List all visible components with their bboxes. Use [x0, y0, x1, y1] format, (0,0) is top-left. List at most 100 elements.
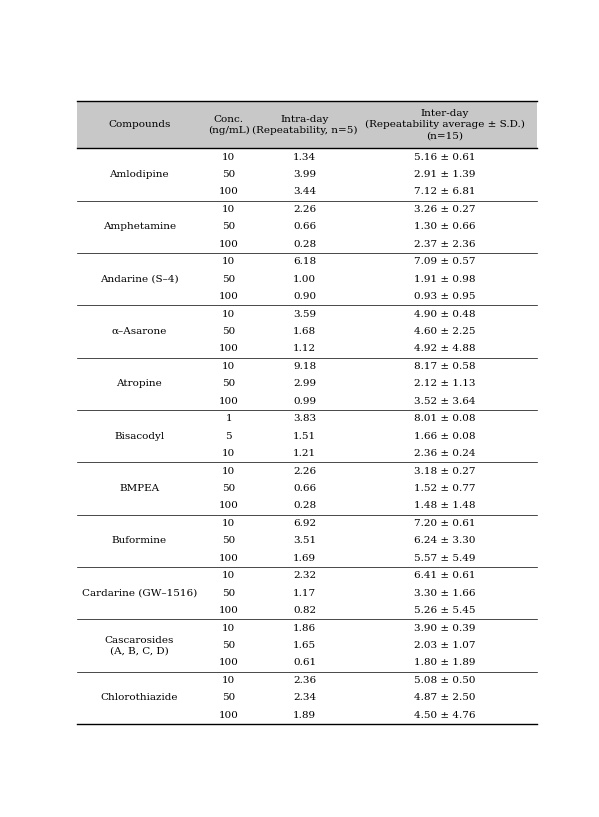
Text: 10: 10 — [222, 571, 235, 580]
Text: 2.36: 2.36 — [293, 676, 316, 685]
Text: 6.24 ± 3.30: 6.24 ± 3.30 — [414, 536, 476, 545]
Text: 5.08 ± 0.50: 5.08 ± 0.50 — [414, 676, 476, 685]
Text: 0.28: 0.28 — [293, 240, 316, 249]
Text: 1.80 ± 1.89: 1.80 ± 1.89 — [414, 659, 476, 667]
Text: 2.36 ± 0.24: 2.36 ± 0.24 — [414, 449, 476, 458]
Text: Bisacodyl: Bisacodyl — [114, 431, 164, 440]
Text: Cascarosides
(A, B, C, D): Cascarosides (A, B, C, D) — [105, 636, 174, 655]
Bar — [77, 323, 537, 340]
Bar — [77, 480, 537, 498]
Text: 100: 100 — [219, 606, 239, 615]
Text: 2.03 ± 1.07: 2.03 ± 1.07 — [414, 641, 476, 650]
Text: 8.17 ± 0.58: 8.17 ± 0.58 — [414, 362, 476, 371]
Text: 3.51: 3.51 — [293, 536, 316, 545]
Text: 1.30 ± 0.66: 1.30 ± 0.66 — [414, 222, 476, 231]
Text: 7.12 ± 6.81: 7.12 ± 6.81 — [414, 187, 476, 196]
Text: 0.99: 0.99 — [293, 397, 316, 406]
Text: 5.57 ± 5.49: 5.57 ± 5.49 — [414, 554, 476, 563]
Bar — [77, 149, 537, 166]
Bar — [77, 235, 537, 253]
Text: 100: 100 — [219, 554, 239, 563]
Bar — [77, 584, 537, 602]
Text: 100: 100 — [219, 397, 239, 406]
Bar — [77, 201, 537, 218]
Bar — [77, 427, 537, 445]
Text: 0.66: 0.66 — [293, 222, 316, 231]
Text: 0.90: 0.90 — [293, 292, 316, 301]
Text: BMPEA: BMPEA — [119, 484, 159, 493]
Text: 50: 50 — [222, 275, 235, 283]
Text: 2.37 ± 2.36: 2.37 ± 2.36 — [414, 240, 476, 249]
Text: 1.52 ± 0.77: 1.52 ± 0.77 — [414, 484, 476, 493]
Text: 50: 50 — [222, 589, 235, 598]
Text: 0.61: 0.61 — [293, 659, 316, 667]
Bar — [77, 532, 537, 550]
Text: 5.26 ± 5.45: 5.26 ± 5.45 — [414, 606, 476, 615]
Text: 5: 5 — [226, 431, 232, 440]
Text: 6.92: 6.92 — [293, 519, 316, 528]
Text: 10: 10 — [222, 153, 235, 162]
Text: 1.12: 1.12 — [293, 345, 316, 354]
Text: 6.41 ± 0.61: 6.41 ± 0.61 — [414, 571, 476, 580]
Text: 10: 10 — [222, 205, 235, 214]
Text: 10: 10 — [222, 519, 235, 528]
Text: 7.20 ± 0.61: 7.20 ± 0.61 — [414, 519, 476, 528]
Text: 50: 50 — [222, 536, 235, 545]
Bar — [77, 636, 537, 654]
Text: 10: 10 — [222, 676, 235, 685]
Text: Intra-day
(Repeatability, n=5): Intra-day (Repeatability, n=5) — [252, 115, 358, 135]
Bar — [77, 515, 537, 532]
Text: Compounds: Compounds — [108, 120, 171, 129]
Text: 100: 100 — [219, 240, 239, 249]
Bar — [77, 654, 537, 672]
Text: 100: 100 — [219, 187, 239, 196]
Text: 1.68: 1.68 — [293, 327, 316, 336]
Text: Cardarine (GW–1516): Cardarine (GW–1516) — [81, 589, 197, 598]
Text: 1.48 ± 1.48: 1.48 ± 1.48 — [414, 502, 476, 511]
Bar — [77, 550, 537, 567]
Text: 100: 100 — [219, 502, 239, 511]
Text: 2.32: 2.32 — [293, 571, 316, 580]
Bar — [77, 462, 537, 480]
Text: 100: 100 — [219, 711, 239, 720]
Text: 1.66 ± 0.08: 1.66 ± 0.08 — [414, 431, 476, 440]
Text: Andarine (S–4): Andarine (S–4) — [100, 275, 179, 283]
Text: 2.12 ± 1.13: 2.12 ± 1.13 — [414, 379, 476, 388]
Text: 10: 10 — [222, 257, 235, 266]
Text: 0.93 ± 0.95: 0.93 ± 0.95 — [414, 292, 476, 301]
Bar — [77, 306, 537, 323]
Text: 0.82: 0.82 — [293, 606, 316, 615]
Text: 4.87 ± 2.50: 4.87 ± 2.50 — [414, 694, 476, 703]
Bar — [77, 183, 537, 201]
Bar — [77, 498, 537, 515]
Text: Chlorothiazide: Chlorothiazide — [101, 694, 178, 703]
Text: 1.17: 1.17 — [293, 589, 316, 598]
Text: 100: 100 — [219, 345, 239, 354]
Text: 50: 50 — [222, 327, 235, 336]
Text: 4.60 ± 2.25: 4.60 ± 2.25 — [414, 327, 476, 336]
Text: 10: 10 — [222, 310, 235, 319]
Text: 2.34: 2.34 — [293, 694, 316, 703]
Text: 0.66: 0.66 — [293, 484, 316, 493]
Text: 100: 100 — [219, 659, 239, 667]
Bar — [77, 567, 537, 584]
Text: Buformine: Buformine — [111, 536, 167, 545]
Text: α–Asarone: α–Asarone — [111, 327, 167, 336]
Text: 3.26 ± 0.27: 3.26 ± 0.27 — [414, 205, 476, 214]
Bar — [77, 445, 537, 462]
Bar — [77, 218, 537, 235]
Bar — [77, 707, 537, 724]
Text: 50: 50 — [222, 379, 235, 388]
Text: 50: 50 — [222, 641, 235, 650]
Bar — [77, 166, 537, 183]
Text: 3.59: 3.59 — [293, 310, 316, 319]
Bar — [77, 410, 537, 427]
Bar — [77, 619, 537, 636]
Text: 5.16 ± 0.61: 5.16 ± 0.61 — [414, 153, 476, 162]
Text: 4.50 ± 4.76: 4.50 ± 4.76 — [414, 711, 476, 720]
Text: 3.83: 3.83 — [293, 414, 316, 423]
Text: 1.34: 1.34 — [293, 153, 316, 162]
Text: 3.52 ± 3.64: 3.52 ± 3.64 — [414, 397, 476, 406]
Text: 50: 50 — [222, 170, 235, 179]
Bar — [77, 672, 537, 689]
